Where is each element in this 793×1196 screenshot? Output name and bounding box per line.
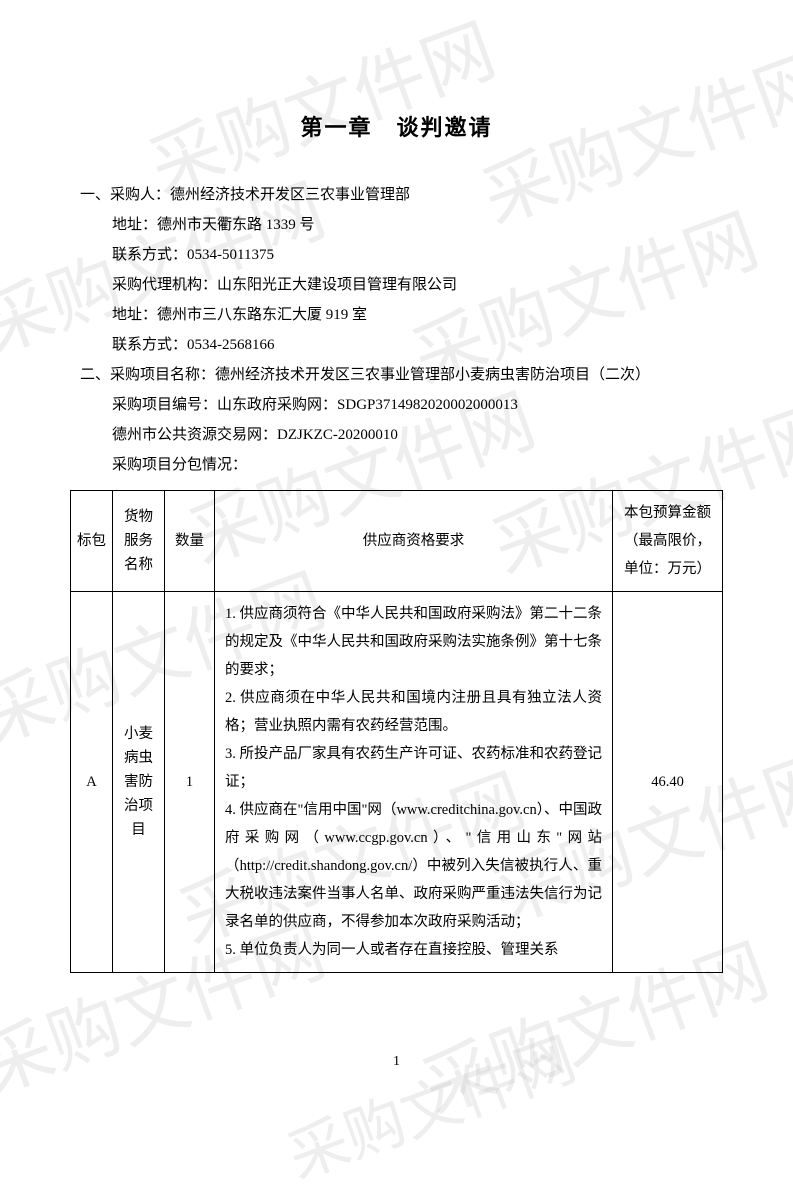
address-label: 地址： <box>112 217 157 233</box>
section1-prefix: 一、 <box>80 187 110 203</box>
package-label: 采购项目分包情况： <box>112 457 247 473</box>
header-qty: 数量 <box>165 491 215 592</box>
resource-code-value: DZJKZC-20200010 <box>277 427 398 443</box>
project-name-label: 采购项目名称： <box>110 367 215 383</box>
resource-site-label: 德州市公共资源交易网： <box>112 427 277 443</box>
contact-label: 联系方式： <box>112 247 187 263</box>
chapter-title: 第一章 谈判邀请 <box>70 110 723 142</box>
package-table-wrapper: 标包 货物服务名称 数量 供应商资格要求 本包预算金额（最高限价，单位：万元） … <box>70 490 723 973</box>
agency-line: 采购代理机构：山东阳光正大建设项目管理有限公司 <box>80 270 723 300</box>
table-header-row: 标包 货物服务名称 数量 供应商资格要求 本包预算金额（最高限价，单位：万元） <box>71 491 723 592</box>
cell-budget: 46.40 <box>613 592 723 973</box>
page-number: 1 <box>0 1054 793 1070</box>
cell-qty: 1 <box>165 592 215 973</box>
header-goods: 货物服务名称 <box>113 491 165 592</box>
contact-line: 联系方式：0534-5011375 <box>80 240 723 270</box>
agency-address-line: 地址：德州市三八东路东汇大厦 919 室 <box>80 300 723 330</box>
cell-goods: 小麦病虫害防治项目 <box>113 592 165 973</box>
address-line: 地址：德州市天衢东路 1339 号 <box>80 210 723 240</box>
watermark: 采购文件网 <box>274 1011 586 1195</box>
header-bid: 标包 <box>71 491 113 592</box>
buyer-value: 德州经济技术开发区三农事业管理部 <box>170 187 410 203</box>
agency-address-label: 地址： <box>112 307 157 323</box>
header-budget: 本包预算金额（最高限价，单位：万元） <box>613 491 723 592</box>
section2-prefix: 二、 <box>80 367 110 383</box>
buyer-label: 采购人： <box>110 187 170 203</box>
header-requirements: 供应商资格要求 <box>215 491 613 592</box>
project-name-line: 二、采购项目名称：德州经济技术开发区三农事业管理部小麦病虫害防治项目（二次） <box>80 360 723 390</box>
buyer-line: 一、采购人：德州经济技术开发区三农事业管理部 <box>80 180 723 210</box>
agency-contact-value: 0534-2568166 <box>187 337 275 353</box>
contact-value: 0534-5011375 <box>187 247 274 263</box>
package-label-line: 采购项目分包情况： <box>80 450 723 480</box>
agency-address-value: 德州市三八东路东汇大厦 919 室 <box>157 307 367 323</box>
cell-requirements: 1. 供应商须符合《中华人民共和国政府采购法》第二十二条的规定及《中华人民共和国… <box>215 592 613 973</box>
project-code-line: 采购项目编号：山东政府采购网：SDGP3714982020002000013 <box>80 390 723 420</box>
resource-code-line: 德州市公共资源交易网：DZJKZC-20200010 <box>80 420 723 450</box>
project-name-value: 德州经济技术开发区三农事业管理部小麦病虫害防治项目（二次） <box>215 367 650 383</box>
cell-bid: A <box>71 592 113 973</box>
agency-contact-line: 联系方式：0534-2568166 <box>80 330 723 360</box>
package-table: 标包 货物服务名称 数量 供应商资格要求 本包预算金额（最高限价，单位：万元） … <box>70 490 723 973</box>
agency-label: 采购代理机构： <box>112 277 217 293</box>
agency-value: 山东阳光正大建设项目管理有限公司 <box>217 277 457 293</box>
agency-contact-label: 联系方式： <box>112 337 187 353</box>
project-code-value: SDGP3714982020002000013 <box>337 397 518 413</box>
address-value: 德州市天衢东路 1339 号 <box>157 217 315 233</box>
table-row: A 小麦病虫害防治项目 1 1. 供应商须符合《中华人民共和国政府采购法》第二十… <box>71 592 723 973</box>
project-code-source: 山东政府采购网： <box>217 397 337 413</box>
project-code-label: 采购项目编号： <box>112 397 217 413</box>
document-content: 第一章 谈判邀请 一、采购人：德州经济技术开发区三农事业管理部 地址：德州市天衢… <box>0 0 793 1013</box>
